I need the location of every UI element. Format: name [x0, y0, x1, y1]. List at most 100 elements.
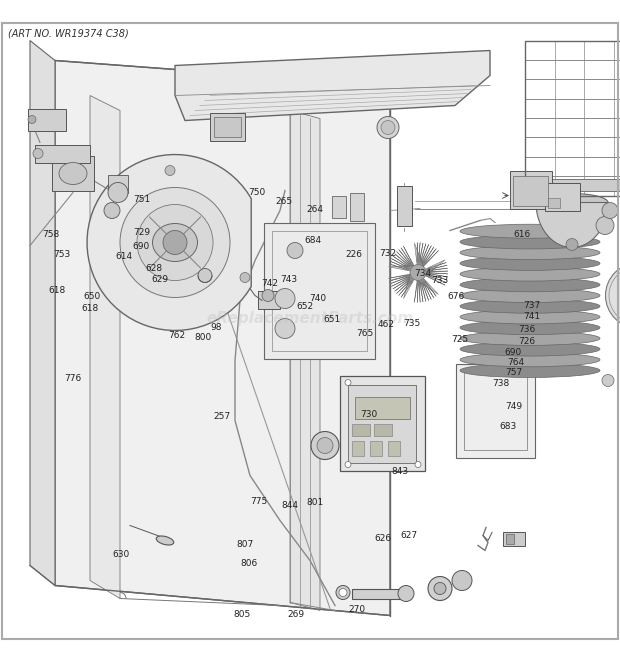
Bar [535, 178, 620, 190]
Circle shape [428, 576, 452, 600]
Ellipse shape [377, 116, 399, 139]
Circle shape [165, 165, 175, 176]
Circle shape [33, 149, 43, 159]
Circle shape [240, 272, 250, 282]
Text: 629: 629 [151, 275, 169, 284]
Text: 743: 743 [280, 275, 297, 284]
Polygon shape [90, 95, 120, 598]
Polygon shape [55, 61, 390, 615]
Ellipse shape [460, 299, 600, 313]
Text: 741: 741 [523, 313, 541, 321]
Text: 618: 618 [81, 304, 99, 313]
Text: 650: 650 [83, 292, 100, 301]
Bar [352, 440, 364, 455]
Text: 226: 226 [345, 251, 362, 259]
Circle shape [566, 239, 578, 251]
Circle shape [452, 570, 472, 590]
Bar [350, 192, 364, 221]
Circle shape [262, 290, 274, 301]
Text: 618: 618 [48, 286, 66, 295]
Circle shape [596, 217, 614, 235]
Text: 750: 750 [249, 188, 266, 198]
Polygon shape [87, 155, 251, 330]
Text: 616: 616 [513, 230, 531, 239]
Text: 690: 690 [133, 243, 150, 251]
Text: 807: 807 [236, 540, 254, 549]
Ellipse shape [460, 342, 600, 356]
Ellipse shape [460, 364, 600, 377]
Text: 628: 628 [145, 264, 162, 273]
Text: 733: 733 [432, 276, 449, 286]
Text: 630: 630 [112, 551, 130, 559]
Polygon shape [389, 274, 414, 299]
Text: 843: 843 [391, 467, 409, 477]
Circle shape [275, 319, 295, 338]
Text: 730: 730 [360, 410, 378, 418]
Bar [272, 231, 367, 350]
Bar [525, 40, 620, 196]
Text: 749: 749 [505, 402, 522, 410]
Text: 806: 806 [241, 559, 258, 568]
Bar [52, 155, 94, 190]
Text: 762: 762 [168, 331, 185, 340]
Bar [374, 424, 392, 436]
Polygon shape [425, 260, 448, 285]
Text: 683: 683 [500, 422, 517, 431]
Text: 775: 775 [250, 497, 268, 506]
Text: 737: 737 [523, 301, 541, 310]
Bar [506, 533, 514, 543]
Bar [513, 176, 548, 206]
Bar [108, 175, 128, 192]
Bar [370, 440, 382, 455]
Ellipse shape [460, 278, 600, 292]
Text: 264: 264 [306, 205, 324, 214]
Ellipse shape [460, 321, 600, 334]
Text: 751: 751 [133, 194, 150, 204]
Bar [503, 531, 525, 545]
Text: 844: 844 [281, 501, 299, 510]
Text: 736: 736 [518, 325, 536, 334]
Circle shape [137, 204, 213, 280]
Text: 753: 753 [53, 251, 71, 259]
Circle shape [275, 288, 295, 309]
Text: 651: 651 [323, 315, 340, 324]
Bar [340, 375, 425, 471]
Ellipse shape [460, 288, 600, 303]
Circle shape [108, 182, 128, 202]
Ellipse shape [59, 163, 87, 184]
Bar [210, 112, 245, 141]
Ellipse shape [460, 224, 600, 238]
Polygon shape [414, 243, 438, 266]
Text: 776: 776 [64, 374, 82, 383]
Text: 758: 758 [42, 230, 60, 239]
Text: 269: 269 [288, 610, 305, 619]
Text: 735: 735 [404, 319, 421, 328]
Circle shape [198, 268, 212, 282]
Circle shape [336, 586, 350, 600]
Polygon shape [414, 278, 438, 303]
Text: 690: 690 [505, 348, 522, 357]
Circle shape [345, 379, 351, 385]
Text: 98: 98 [210, 323, 221, 332]
Circle shape [345, 461, 351, 467]
Circle shape [104, 202, 120, 219]
Text: 765: 765 [356, 329, 373, 338]
Ellipse shape [460, 353, 600, 367]
Bar [548, 198, 560, 208]
Polygon shape [389, 247, 414, 271]
Polygon shape [536, 202, 608, 247]
Text: 725: 725 [451, 335, 469, 344]
Text: 614: 614 [115, 252, 133, 260]
Circle shape [434, 582, 446, 594]
Ellipse shape [460, 235, 600, 249]
Text: 462: 462 [377, 320, 394, 329]
Ellipse shape [381, 120, 395, 134]
Text: 732: 732 [379, 249, 396, 258]
Bar [397, 186, 412, 225]
Text: 265: 265 [275, 197, 293, 206]
Text: 726: 726 [518, 337, 536, 346]
Text: 742: 742 [261, 280, 278, 288]
Text: 805: 805 [233, 610, 250, 619]
Bar [258, 290, 280, 309]
Polygon shape [290, 110, 320, 611]
